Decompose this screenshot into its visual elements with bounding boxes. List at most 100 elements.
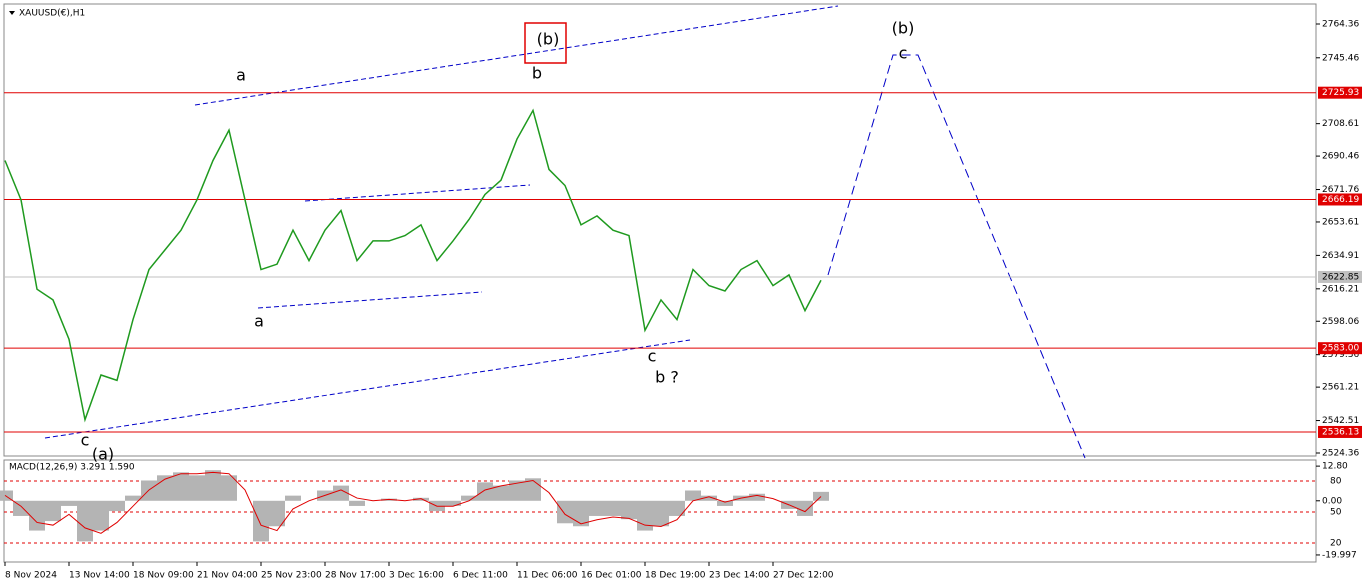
macd-bar bbox=[813, 491, 829, 501]
macd-title: MACD(12,26,9) 3.291 1.590 bbox=[9, 463, 135, 473]
wave-label: b ? bbox=[655, 368, 679, 387]
x-tick-label: 21 Nov 04:00 bbox=[197, 571, 258, 581]
y-tick-label: 2690.46 bbox=[1322, 152, 1359, 162]
x-tick-label: 27 Dec 12:00 bbox=[773, 571, 834, 581]
last-price-badge bbox=[1318, 270, 1362, 283]
y-tick-label: 2579.36 bbox=[1322, 350, 1359, 360]
y-tick-label: 2542.51 bbox=[1322, 416, 1359, 426]
macd-bar bbox=[285, 495, 301, 501]
macd-bar bbox=[45, 500, 61, 522]
level-badge bbox=[1318, 342, 1362, 355]
x-tick-label: 28 Nov 17:00 bbox=[325, 571, 386, 581]
level-label: 50 bbox=[1330, 508, 1342, 518]
macd-bar bbox=[749, 493, 765, 501]
x-tick-label: 8 Nov 2024 bbox=[5, 571, 57, 581]
channel-line bbox=[194, 5, 839, 106]
main-panel bbox=[3, 3, 1317, 457]
level-label: 20 bbox=[1330, 539, 1342, 549]
x-tick-label: 25 Nov 23:00 bbox=[261, 571, 322, 581]
macd-bar bbox=[589, 500, 605, 516]
macd-bar bbox=[333, 485, 349, 501]
macd-bar bbox=[349, 500, 365, 506]
highlight-box bbox=[524, 22, 567, 64]
y-tick-label: 2745.46 bbox=[1322, 53, 1359, 63]
level-badge bbox=[1318, 425, 1362, 438]
level-label: 2583.00 bbox=[1322, 344, 1359, 354]
channel-line bbox=[257, 291, 483, 309]
macd-bar bbox=[253, 500, 269, 542]
menu-arrow bbox=[9, 11, 15, 15]
macd-bar bbox=[717, 500, 733, 506]
macd-bar bbox=[557, 500, 573, 524]
y-tick-label: 2708.61 bbox=[1322, 119, 1359, 129]
wave-label: a bbox=[254, 312, 264, 331]
wave-label: c bbox=[81, 431, 90, 450]
y-tick-label: 2671.76 bbox=[1322, 185, 1359, 195]
macd-bar bbox=[573, 500, 589, 527]
y-tick-label: 2764.36 bbox=[1322, 20, 1359, 30]
wave-label: c bbox=[648, 347, 657, 366]
macd-bar bbox=[477, 482, 493, 501]
x-tick-label: 16 Dec 01:00 bbox=[581, 571, 642, 581]
macd-bar bbox=[509, 480, 525, 501]
macd-bar bbox=[493, 485, 509, 501]
macd-bar bbox=[797, 500, 813, 516]
macd-bar bbox=[109, 500, 125, 512]
macd-bar bbox=[685, 490, 701, 501]
price-line bbox=[4, 108, 822, 423]
wave-label: (a) bbox=[92, 445, 114, 464]
wave-label: (b) bbox=[892, 19, 915, 38]
macd-bar bbox=[605, 500, 621, 516]
macd-bar bbox=[125, 495, 141, 501]
wave-label: a bbox=[236, 66, 246, 85]
x-tick-label: 13 Nov 14:00 bbox=[69, 571, 130, 581]
channel-line bbox=[44, 339, 691, 439]
y-tick-label: 2561.21 bbox=[1322, 383, 1359, 393]
x-tick-label: 3 Dec 16:00 bbox=[389, 571, 444, 581]
macd-bar bbox=[621, 500, 637, 520]
y-tick-label: 2653.61 bbox=[1322, 217, 1359, 227]
macd-bar bbox=[189, 475, 205, 501]
macd-bar bbox=[13, 500, 29, 516]
macd-bar bbox=[77, 500, 93, 542]
level-label: 80 bbox=[1330, 477, 1342, 487]
level-badge bbox=[1318, 193, 1362, 206]
y-tick-label: 0.00 bbox=[1322, 496, 1342, 506]
macd-bar bbox=[205, 470, 221, 501]
macd-bar bbox=[445, 500, 461, 506]
macd-bar bbox=[653, 500, 669, 527]
macd-panel bbox=[3, 459, 1317, 563]
signal-line bbox=[4, 471, 822, 534]
macd-bar bbox=[29, 500, 45, 531]
last-price-label: 2622.85 bbox=[1322, 272, 1359, 282]
macd-bar bbox=[61, 500, 77, 506]
level-label: 2536.13 bbox=[1322, 427, 1359, 437]
x-tick-label: 11 Dec 06:00 bbox=[517, 571, 578, 581]
y-tick-label: 2598.06 bbox=[1322, 317, 1359, 327]
macd-bar bbox=[173, 472, 189, 501]
macd-bar bbox=[701, 495, 717, 501]
x-tick-label: 18 Nov 09:00 bbox=[133, 571, 194, 581]
y-tick-label: -19.997 bbox=[1322, 550, 1357, 560]
symbol-title: XAUUSD(€),H1 bbox=[19, 9, 85, 19]
macd-bar bbox=[269, 500, 285, 527]
level-badge bbox=[1318, 86, 1362, 99]
macd-bar bbox=[669, 500, 685, 516]
wave-label: b bbox=[532, 64, 542, 83]
macd-bar bbox=[413, 497, 429, 501]
x-tick-label: 18 Dec 19:00 bbox=[645, 571, 706, 581]
y-tick-label: 2524.36 bbox=[1322, 448, 1359, 458]
y-tick-label: 2634.91 bbox=[1322, 251, 1359, 261]
projection-line bbox=[827, 54, 1086, 459]
macd-bar bbox=[93, 500, 109, 531]
level-label: 2666.19 bbox=[1322, 195, 1359, 205]
y-tick-label: 2616.21 bbox=[1322, 284, 1359, 294]
x-tick-label: 23 Dec 14:00 bbox=[709, 571, 770, 581]
y-tick-label: 12.80 bbox=[1322, 462, 1348, 472]
macd-bar bbox=[0, 490, 13, 501]
macd-bar bbox=[461, 495, 477, 501]
x-tick-label: 6 Dec 11:00 bbox=[453, 571, 508, 581]
level-label: 2725.93 bbox=[1322, 88, 1359, 98]
wave-label: (b) bbox=[537, 30, 560, 49]
